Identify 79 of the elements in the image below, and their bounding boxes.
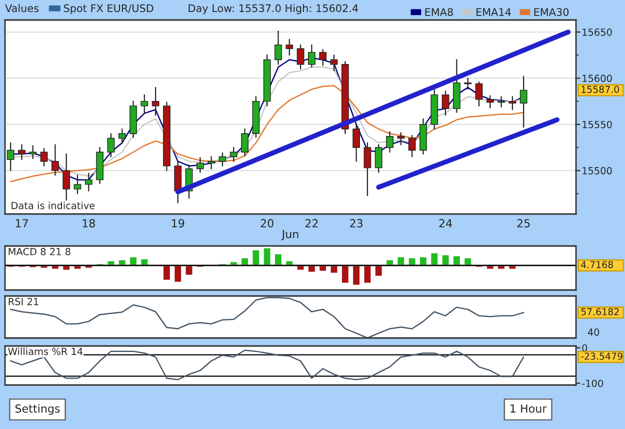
bar [128, 256, 138, 266]
text: 57.6182 [581, 308, 619, 316]
x-tick-label: 20 [260, 219, 274, 228]
bar [162, 264, 172, 282]
candlestick [319, 49, 327, 66]
bar [430, 252, 439, 266]
text: Spot FX EUR/USD [64, 4, 154, 14]
candlestick [408, 134, 416, 158]
text: 40 [588, 328, 600, 336]
chart-title: Williams %R 14 [8, 348, 83, 356]
candlestick [520, 76, 528, 128]
candlestick [62, 153, 70, 201]
candlestick [374, 144, 382, 173]
candlestick [330, 54, 338, 72]
candlestick [18, 144, 26, 160]
chart-title: Values [5, 4, 39, 12]
candlestick [107, 133, 115, 158]
candlestick [364, 142, 372, 196]
bar [340, 264, 350, 284]
candlestick [464, 78, 472, 90]
bar [362, 264, 372, 284]
chart-title: RSI 21 [8, 298, 38, 306]
candlestick [386, 131, 394, 153]
x-axis-title: Jun [281, 230, 298, 240]
candlestick [486, 95, 494, 108]
x-tick-label: 24 [439, 219, 452, 228]
text: 4.7168 [581, 261, 613, 268]
legend-label: EMA30 [534, 8, 569, 16]
candlestick [241, 128, 248, 156]
candlestick [74, 174, 82, 194]
text: 15587.0 [582, 86, 619, 93]
y-tick-label: 15500 [582, 167, 612, 174]
candlestick [208, 156, 216, 170]
candlestick [84, 172, 92, 192]
legend-label: EMA14 [476, 8, 511, 16]
candlestick [397, 132, 405, 146]
text: 1 Hour [510, 404, 547, 413]
candlestick [352, 124, 360, 162]
candlestick [40, 148, 48, 167]
text: Settings [15, 404, 60, 415]
candlestick [51, 144, 59, 176]
bar [352, 264, 361, 286]
y-tick-label: -100 [582, 380, 603, 388]
y-tick-label: 15600 [582, 74, 612, 82]
candlestick [296, 44, 304, 70]
candlestick [508, 96, 516, 110]
candlestick [218, 152, 226, 167]
legend-label: EMA8 [425, 8, 453, 16]
candlestick [152, 86, 160, 116]
bar [240, 256, 250, 266]
candlestick [498, 96, 505, 108]
chart-title: MACD 8 21 8 [8, 248, 70, 256]
candlestick [286, 38, 294, 56]
bar [418, 256, 428, 266]
x-tick-label: 19 [172, 219, 184, 228]
candlestick [230, 146, 238, 162]
candlestick [308, 44, 316, 68]
bar [251, 248, 261, 266]
candlestick [29, 145, 37, 160]
candlestick [274, 30, 282, 65]
annotation: Data is indicative [12, 202, 95, 210]
x-tick-label: 17 [16, 219, 28, 228]
bar [274, 252, 283, 266]
candlestick [475, 81, 483, 106]
x-tick-label: 18 [82, 219, 95, 228]
x-tick-label: 23 [350, 219, 362, 228]
y-tick-label: 15650 [582, 28, 612, 36]
bar [173, 264, 182, 284]
y-tick-label: 15550 [582, 120, 612, 128]
candlestick [442, 90, 450, 116]
candlestick [196, 157, 204, 173]
x-tick-label: 22 [305, 219, 318, 228]
candlestick [6, 142, 14, 172]
text: -23.5479 [581, 352, 622, 360]
chart-subtitle: Day Low: 15537.0 High: 15602.4 [188, 4, 358, 14]
line-series [10, 350, 524, 380]
candlestick [118, 128, 126, 144]
candlestick [140, 94, 148, 114]
x-tick-label: 25 [517, 219, 530, 228]
